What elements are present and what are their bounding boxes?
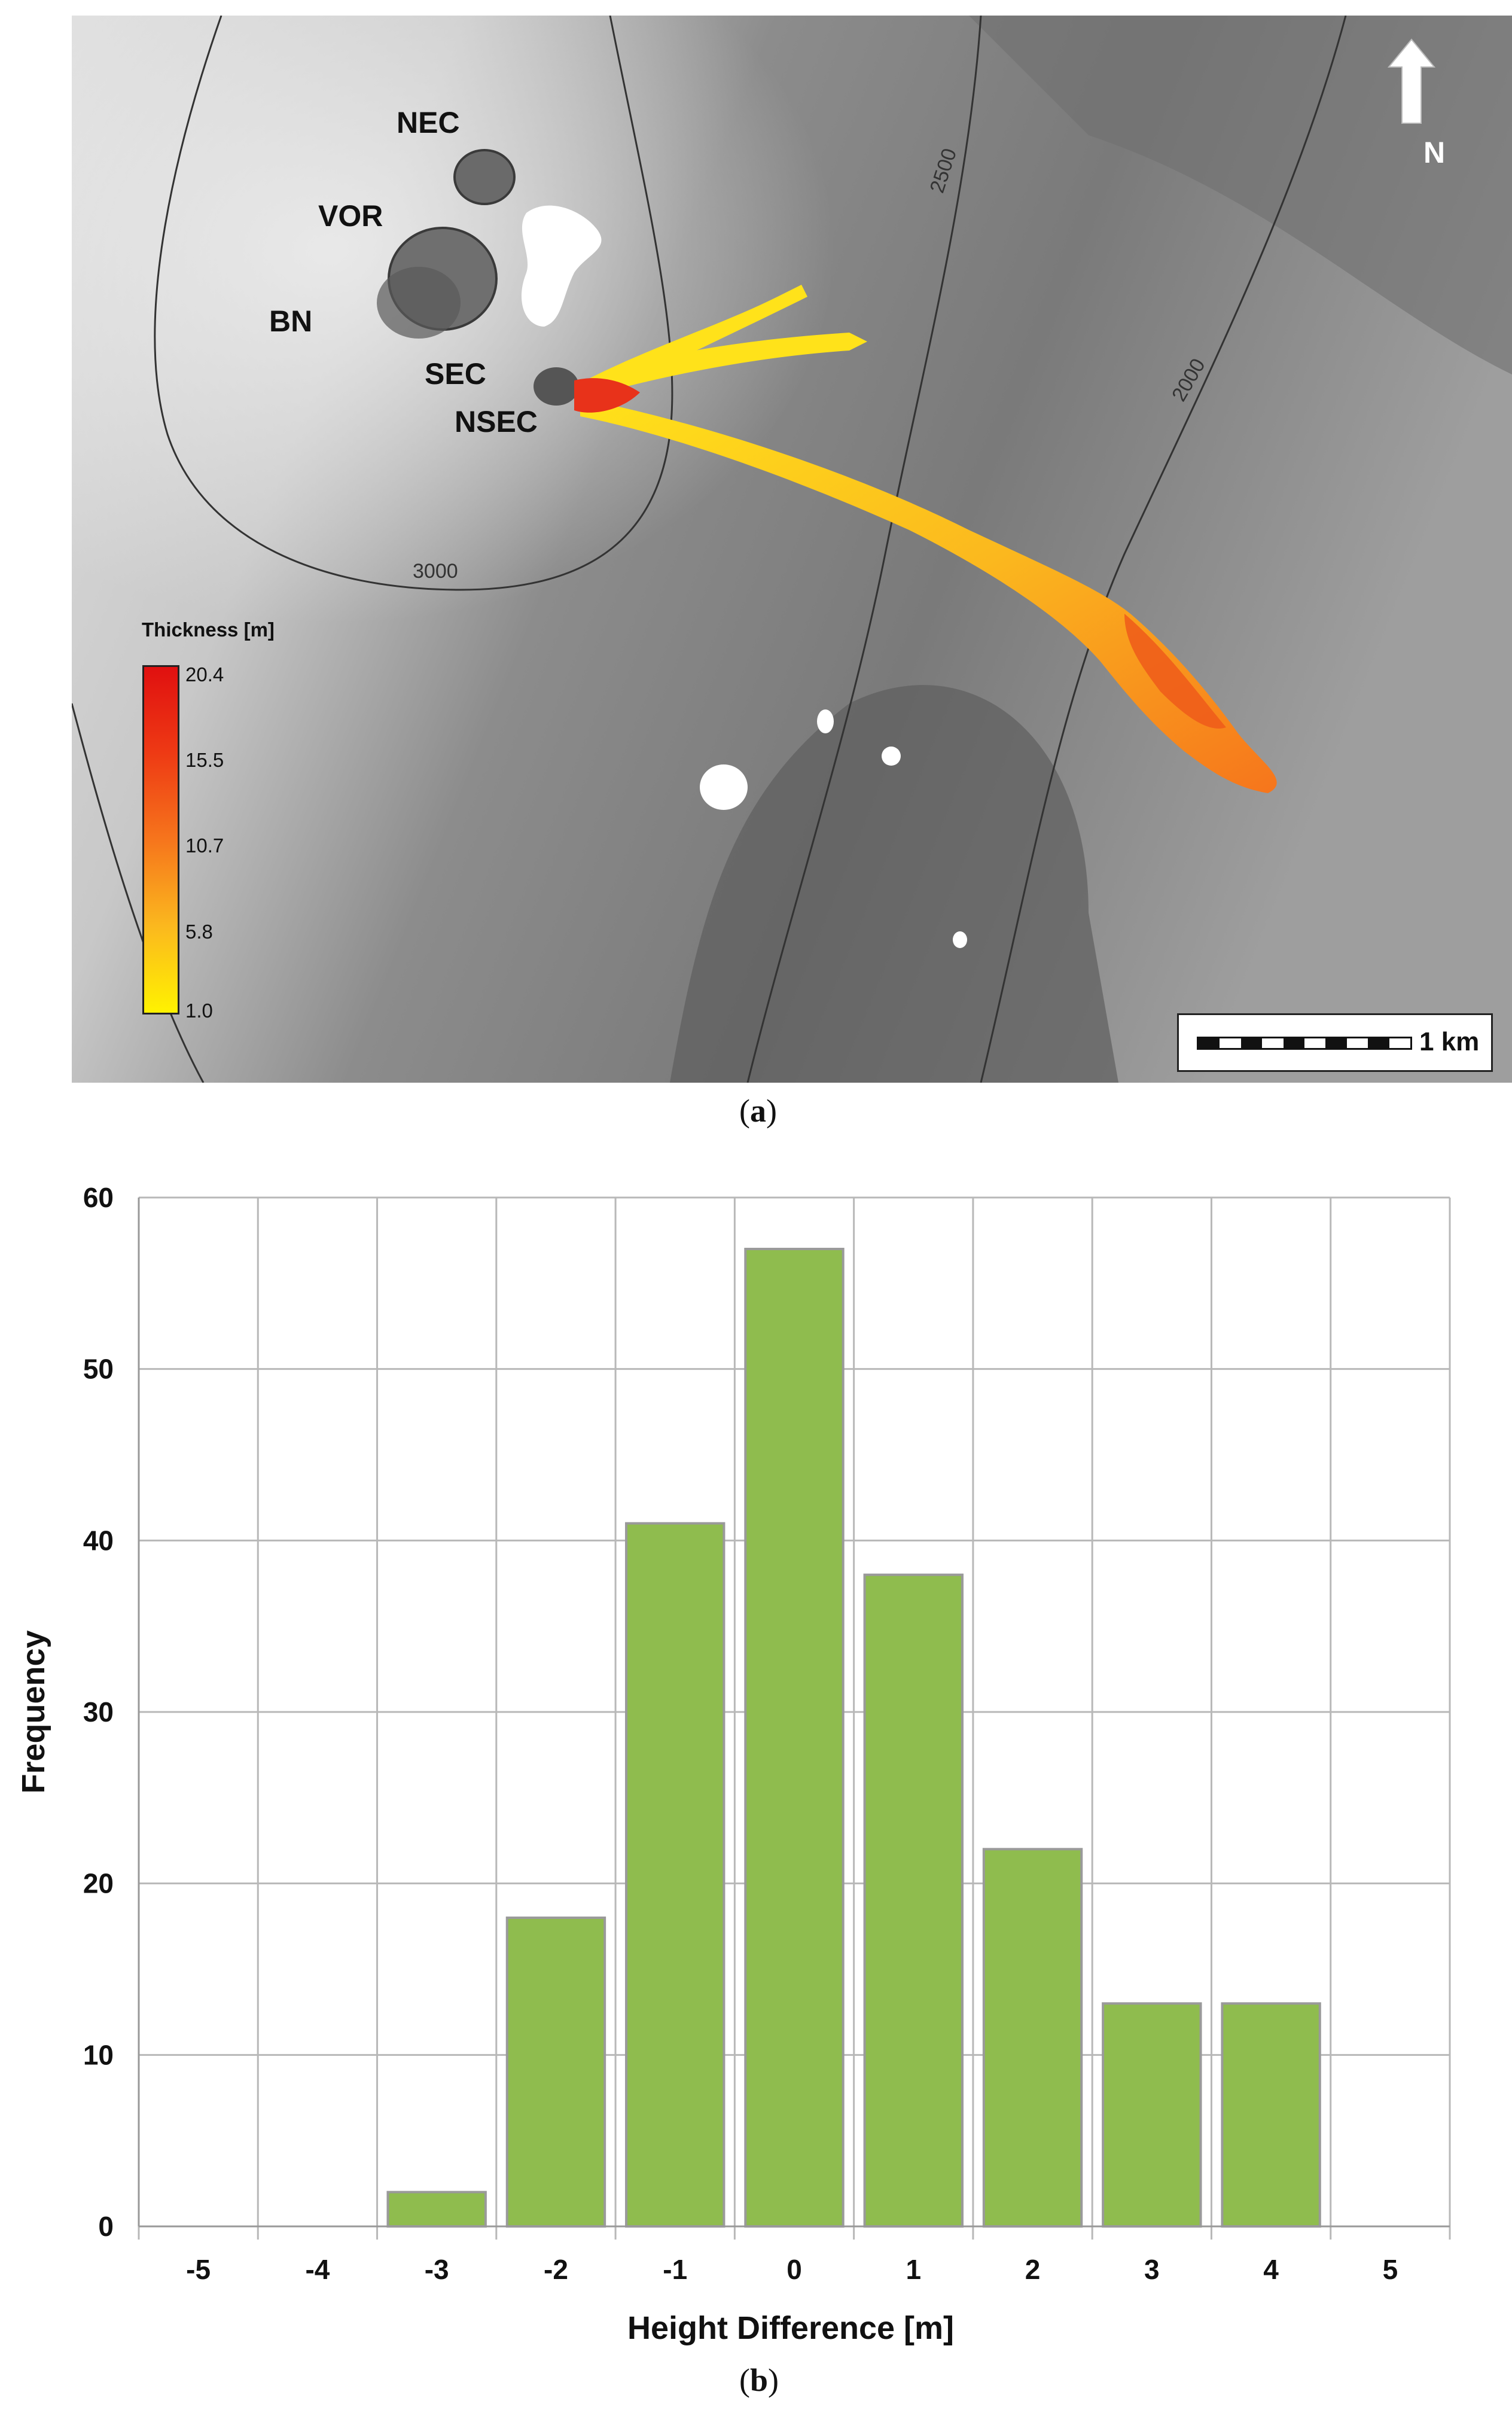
x-tick-label: 3	[1144, 2254, 1160, 2285]
x-tick-label: 2	[1025, 2254, 1041, 2285]
histogram-bar	[625, 1522, 725, 2228]
valley-shading	[670, 685, 1118, 1083]
lava-flow-main-branch	[580, 398, 1277, 793]
y-tick-label: 0	[98, 2211, 114, 2242]
y-axis-title: Frequency	[16, 1630, 51, 1793]
snow-patch	[521, 205, 602, 327]
histogram-bar	[386, 2190, 487, 2228]
legend-title: Thickness [m]	[142, 619, 275, 641]
y-tick-label: 40	[83, 1525, 114, 1556]
histogram-bar	[744, 1248, 845, 2228]
map-label-vor: VOR	[318, 199, 383, 233]
bn-crater	[377, 267, 461, 339]
nec-crater	[453, 149, 516, 205]
x-tick-label: -4	[305, 2254, 330, 2285]
y-tick-label: 60	[83, 1182, 114, 1213]
contour-lower	[72, 703, 205, 1083]
y-tick-label: 20	[83, 1868, 114, 1899]
chart-axes	[138, 1198, 1450, 2228]
histogram-bar	[982, 1848, 1083, 2228]
x-tick-label: -2	[544, 2254, 568, 2285]
snow-patch	[953, 931, 967, 948]
legend-tick: 10.7	[185, 834, 224, 857]
map-label-nsec: NSEC	[455, 405, 538, 438]
chart-labels: 0 10 20 30 40 50 60 -5 -4 -3 -2 -1 0 1 2 3 4 5 Height Diff…	[16, 1182, 1398, 2346]
lava-flow-map: NEC VOR BN SEC NSEC 2500 2000 3000 N Thi…	[72, 16, 1512, 1083]
lava-vent-thick	[574, 378, 640, 413]
y-tick-label: 30	[83, 1696, 114, 1728]
ridge-shading	[969, 16, 1512, 374]
contour-3000	[154, 16, 673, 591]
x-tick-label: -1	[663, 2254, 687, 2285]
x-tick-label: -5	[186, 2254, 211, 2285]
histogram-bar	[1221, 2002, 1321, 2228]
snow-patch	[700, 764, 748, 810]
x-tick-label: 1	[906, 2254, 921, 2285]
x-tick-label: 0	[787, 2254, 802, 2285]
scale-label: 1 km	[1419, 1027, 1480, 1056]
histogram-bar	[1102, 2002, 1202, 2228]
terrain-map	[72, 16, 1512, 1083]
histogram-bar	[863, 1573, 964, 2228]
x-tick-label: -3	[425, 2254, 449, 2285]
map-label-sec: SEC	[425, 357, 486, 391]
legend-tick: 1.0	[185, 1000, 213, 1022]
panel-a-caption-label: a	[749, 1093, 766, 1129]
contour-label-3000: 3000	[413, 560, 458, 583]
contour-2000	[980, 16, 1347, 1083]
north-arrow-icon	[1387, 38, 1436, 124]
y-tick-label: 50	[83, 1354, 114, 1385]
height-difference-histogram: 0 10 20 30 40 50 60 -5 -4 -3 -2 -1 0 1 2 3 4 5 Height Diff…	[16, 1182, 1451, 2346]
y-tick-label: 10	[83, 2039, 114, 2070]
panel-a-caption: (a)	[739, 1093, 777, 1129]
x-axis-title: Height Difference [m]	[627, 2310, 954, 2346]
contour-2500	[746, 16, 982, 1083]
thickness-color-bar	[142, 665, 179, 1014]
north-label: N	[1423, 136, 1446, 169]
x-tick-label: 4	[1263, 2254, 1279, 2285]
panel-b-caption-label: b	[749, 2362, 769, 2398]
map-label-nec: NEC	[397, 106, 460, 139]
legend-tick: 5.8	[185, 921, 213, 943]
lava-flow-north-branch	[598, 333, 867, 392]
map-label-bn: BN	[269, 304, 313, 338]
scale-bar-icon	[1197, 1037, 1412, 1050]
legend-tick: 15.5	[185, 749, 224, 771]
legend-tick: 20.4	[185, 663, 224, 686]
sec-crater	[534, 367, 579, 406]
x-tick-label: 5	[1383, 2254, 1398, 2285]
snow-patch	[882, 747, 901, 766]
panel-b-caption: (b)	[739, 2362, 779, 2398]
lava-flow-thick-zone	[1124, 614, 1226, 729]
histogram-bar	[505, 1917, 606, 2228]
snow-patch	[817, 709, 834, 733]
scale-bar-box: 1 km	[1177, 1013, 1493, 1072]
